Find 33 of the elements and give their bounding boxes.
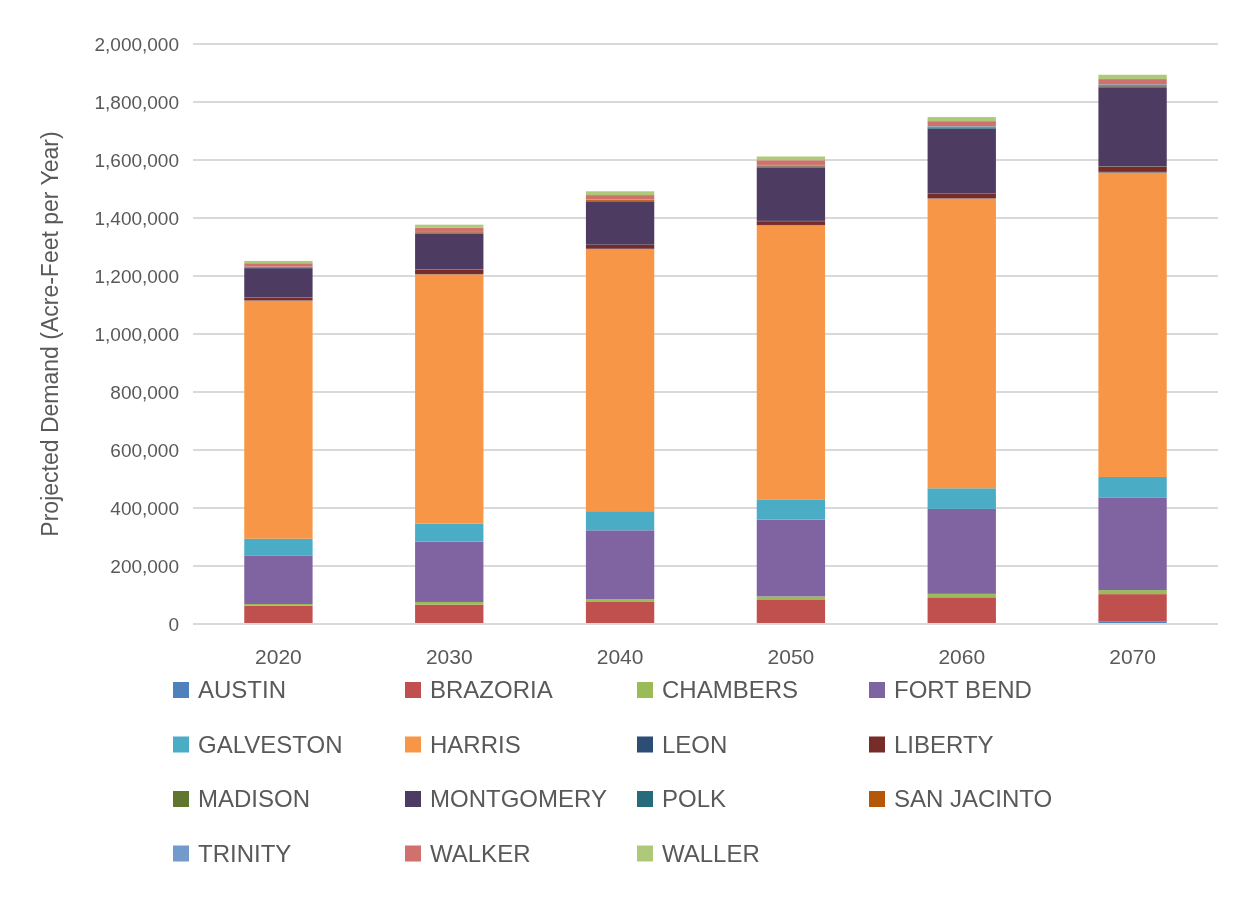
legend-label: LIBERTY: [894, 730, 994, 758]
legend-label: CHAMBERS: [662, 676, 799, 704]
y-tick-label: 800,000: [110, 381, 179, 403]
y-tick-label: 1,200,000: [94, 265, 179, 287]
legend-label: POLK: [662, 785, 727, 813]
legend-label: AUSTIN: [198, 676, 287, 704]
legend-label: FORT BEND: [894, 676, 1032, 704]
y-axis-title: Projected Demand (Acre-Feet per Year): [37, 131, 63, 537]
y-tick-label: 2,000,000: [94, 33, 179, 55]
legend-label: HARRIS: [430, 730, 521, 758]
legend-label: BRAZORIA: [430, 676, 553, 704]
legend-label: SAN JACINTO: [894, 785, 1053, 813]
y-tick-label: 1,400,000: [94, 207, 179, 229]
x-tick-label: 2050: [767, 645, 815, 668]
x-tick-label: 2040: [596, 645, 644, 668]
x-tick-label: 2020: [255, 645, 302, 668]
legend-label: WALKER: [430, 839, 531, 867]
legend-label: WALLER: [662, 839, 760, 867]
y-tick-label: 1,000,000: [94, 323, 179, 345]
x-tick-label: 2060: [938, 645, 986, 668]
y-tick-label: 1,600,000: [94, 149, 179, 171]
legend-label: MONTGOMERY: [430, 785, 607, 813]
y-tick-label: 200,000: [110, 555, 179, 577]
x-tick-label: 2070: [1109, 645, 1156, 668]
legend-label: MADISON: [198, 785, 311, 813]
legend-label: LEON: [662, 730, 728, 758]
y-tick-label: 400,000: [110, 497, 179, 519]
legend-label: TRINITY: [198, 839, 292, 867]
y-tick-label: 600,000: [110, 439, 179, 461]
x-tick-label: 2030: [425, 645, 473, 668]
y-tick-label: 0: [168, 613, 179, 635]
y-tick-label: 1,800,000: [94, 91, 179, 113]
legend-label: GALVESTON: [198, 730, 343, 758]
